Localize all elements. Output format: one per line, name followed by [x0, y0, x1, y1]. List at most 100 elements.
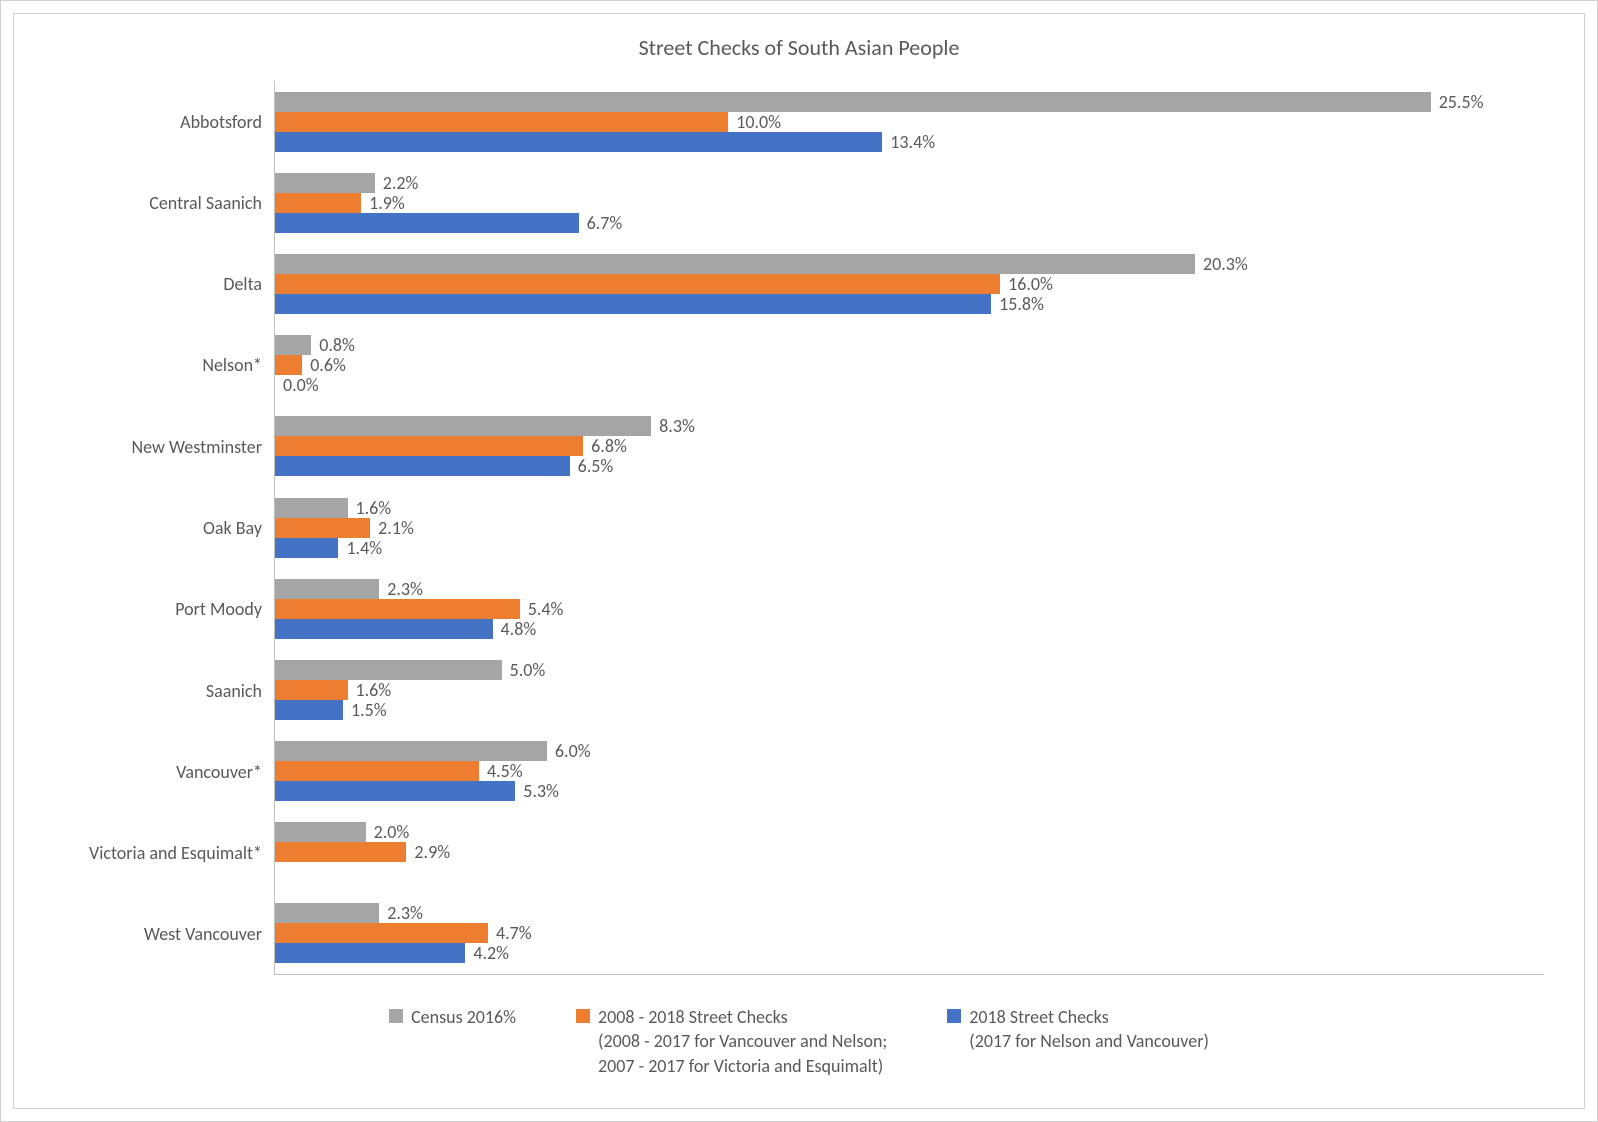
bar — [275, 456, 570, 476]
legend-item: 2018 Street Checks(2017 for Nelson and V… — [947, 1005, 1209, 1054]
category-label: Delta — [14, 244, 274, 325]
bar-row: 2.2% — [275, 173, 1544, 193]
bar — [275, 173, 375, 193]
value-label: 2.2% — [383, 172, 419, 194]
bar — [275, 92, 1431, 112]
bar-row: 1.6% — [275, 680, 1544, 700]
bar-row: 6.8% — [275, 436, 1544, 456]
category-label: Saanich — [14, 650, 274, 731]
bar-row: 6.0% — [275, 741, 1544, 761]
bar-row: 4.7% — [275, 923, 1544, 943]
value-label: 6.0% — [555, 740, 591, 762]
legend-item: Census 2016% — [389, 1005, 516, 1029]
bar — [275, 213, 579, 233]
bar-row: 25.5% — [275, 92, 1544, 112]
value-label: 6.8% — [591, 435, 627, 457]
bar-group: 6.0%4.5%5.3% — [275, 731, 1544, 812]
chart-outer-frame: Street Checks of South Asian People Abbo… — [0, 0, 1598, 1122]
value-label: 4.7% — [496, 922, 532, 944]
bar-group: 2.2%1.9%6.7% — [275, 162, 1544, 243]
chart-inner-frame: Street Checks of South Asian People Abbo… — [13, 13, 1585, 1109]
bar — [275, 193, 361, 213]
legend: Census 2016% 2008 - 2018 Street Checks(20… — [14, 985, 1584, 1108]
bar — [275, 132, 882, 152]
bar-row: 6.5% — [275, 456, 1544, 476]
bar-row: 2.9% — [275, 842, 1544, 862]
bar — [275, 741, 547, 761]
value-label: 2.9% — [414, 841, 450, 863]
bar — [275, 781, 515, 801]
bar — [275, 943, 465, 963]
bar-row: 20.3% — [275, 254, 1544, 274]
value-label: 13.4% — [890, 131, 935, 153]
bar — [275, 498, 348, 518]
bar-row: 2.1% — [275, 518, 1544, 538]
bar — [275, 416, 651, 436]
plot-area: AbbotsfordCentral SaanichDeltaNelson*New… — [14, 71, 1584, 985]
bar-row: 2.0% — [275, 822, 1544, 842]
bar-group: 2.0%2.9% — [275, 812, 1544, 893]
bar — [275, 903, 379, 923]
bar — [275, 660, 502, 680]
bar-row: 6.7% — [275, 213, 1544, 233]
bar-row: 13.4% — [275, 132, 1544, 152]
value-label: 1.6% — [356, 497, 392, 519]
bar-row: 1.6% — [275, 498, 1544, 518]
value-label: 5.4% — [528, 598, 564, 620]
value-label: 1.5% — [351, 699, 387, 721]
value-label: 2.1% — [378, 517, 414, 539]
value-label: 1.6% — [356, 679, 392, 701]
bar-group: 25.5%10.0% 13.4% — [275, 81, 1544, 162]
value-label: 20.3% — [1203, 253, 1248, 275]
bar-group: 2.3% 5.4%4.8% — [275, 568, 1544, 649]
bar-row: 5.4% — [275, 599, 1544, 619]
value-label: 16.0% — [1008, 273, 1053, 295]
value-label: 8.3% — [659, 415, 695, 437]
bar-row: 10.0% — [275, 112, 1544, 132]
value-label: 0.8% — [319, 334, 355, 356]
bar — [275, 518, 370, 538]
bar — [275, 923, 488, 943]
bar-row — [275, 862, 1544, 882]
bar-row: 0.6% — [275, 355, 1544, 375]
value-label: 2.0% — [374, 821, 410, 843]
value-label: 15.8% — [999, 293, 1044, 315]
value-label: 6.7% — [587, 212, 623, 234]
value-label: 2.3% — [387, 902, 423, 924]
bar-row: 0.0% — [275, 375, 1544, 395]
category-label: Port Moody — [14, 569, 274, 650]
bar — [275, 538, 338, 558]
bar-row: 15.8% — [275, 294, 1544, 314]
legend-text: 2008 - 2018 Street Checks(2008 - 2017 fo… — [598, 1005, 887, 1078]
bar-group: 2.3% 4.7%4.2% — [275, 893, 1544, 974]
bar — [275, 335, 311, 355]
value-label: 5.0% — [510, 659, 546, 681]
value-label: 10.0% — [736, 111, 781, 133]
bar — [275, 700, 343, 720]
bar-row: 5.0% — [275, 660, 1544, 680]
bar-row: 4.2% — [275, 943, 1544, 963]
category-label: Vancouver* — [14, 731, 274, 812]
category-label: West Vancouver — [14, 894, 274, 975]
bar — [275, 254, 1195, 274]
bar-group: 5.0% 1.6%1.5% — [275, 649, 1544, 730]
bar-row: 8.3% — [275, 416, 1544, 436]
value-label: 4.8% — [501, 618, 537, 640]
category-label: Central Saanich — [14, 162, 274, 243]
category-label: New Westminster — [14, 406, 274, 487]
bar-row: 2.3% — [275, 903, 1544, 923]
bar-row: 1.4% — [275, 538, 1544, 558]
bar — [275, 274, 1000, 294]
value-label: 0.6% — [310, 354, 346, 376]
bar-row: 2.3% — [275, 579, 1544, 599]
bar-row: 4.8% — [275, 619, 1544, 639]
bar — [275, 842, 406, 862]
bar — [275, 112, 728, 132]
bar — [275, 599, 520, 619]
category-label: Oak Bay — [14, 487, 274, 568]
bar-row: 4.5% — [275, 761, 1544, 781]
legend-swatch — [576, 1009, 590, 1023]
value-label: 2.3% — [387, 578, 423, 600]
y-axis-labels: AbbotsfordCentral SaanichDeltaNelson*New… — [14, 81, 274, 975]
bar-row: 1.9% — [275, 193, 1544, 213]
